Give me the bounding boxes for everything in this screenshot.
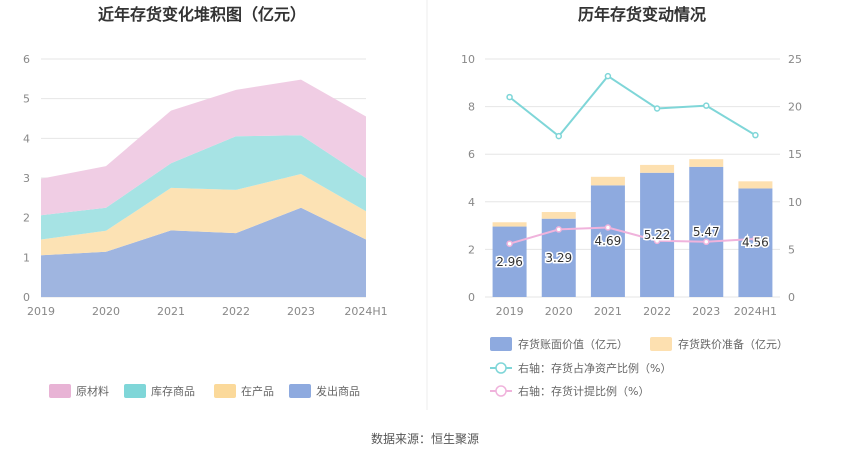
right-chart-legend: 存货账面价值（亿元） 存货跌价准备（亿元） 右轴：存货占净资产比例（%） 右轴：存货计… [490, 337, 788, 398]
right-left-y-tick: 0 [468, 291, 475, 304]
left-legend-swatch [49, 384, 71, 398]
legend-label-line: 右轴：存货占净资产比例（%） [518, 361, 671, 375]
right-x-tick: 2024H1 [734, 305, 777, 318]
right-chart-right-axis: 0 5 10 15 20 25 [788, 53, 802, 304]
bar-inventory-value [640, 172, 675, 297]
right-x-tick: 2021 [594, 305, 622, 318]
left-y-tick: 5 [23, 93, 30, 106]
bar-inventory-value [689, 166, 724, 297]
bar-impairment-provision [689, 159, 724, 167]
right-left-y-tick: 4 [468, 196, 475, 209]
right-chart-bar-labels: 2.96 3.29 4.69 5.22 5.47 4.56 [495, 223, 771, 270]
right-left-y-tick: 6 [468, 148, 475, 161]
left-legend-label: 库存商品 [151, 384, 195, 398]
bar-inventory-value [590, 185, 625, 297]
legend-label-line: 右轴：存货计提比例（%） [518, 384, 649, 398]
bar-data-label: 5.22 [644, 228, 671, 242]
right-right-y-tick: 25 [788, 53, 802, 66]
right-right-y-tick: 0 [788, 291, 795, 304]
right-right-y-tick: 10 [788, 196, 802, 209]
line-point [506, 240, 513, 247]
legend-swatch-provision [650, 337, 672, 351]
left-legend-label: 在产品 [241, 384, 274, 398]
legend-label-inventory: 存货账面价值（亿元） [518, 337, 628, 351]
left-x-tick: 2020 [92, 305, 120, 318]
left-legend-swatch [214, 384, 236, 398]
area-在产品 [41, 174, 366, 256]
left-x-tick: 2019 [27, 305, 55, 318]
bar-inventory-value [492, 226, 527, 297]
left-chart-legend: 原材料 库存商品 在产品 发出商品 [49, 384, 360, 398]
data-source: 数据来源：恒生聚源 [371, 431, 479, 446]
area-原材料 [41, 79, 366, 216]
left-chart-x-axis: 2019 2020 2021 2022 2023 2024H1 [27, 305, 388, 318]
legend-swatch-inventory [490, 337, 512, 351]
right-x-tick: 2019 [496, 305, 524, 318]
line-point [604, 224, 612, 231]
left-x-tick: 2021 [157, 305, 185, 318]
bar-impairment-provision [640, 164, 675, 173]
left-y-tick: 6 [23, 53, 30, 66]
legend-line-marker [495, 385, 507, 397]
right-left-y-tick: 8 [468, 101, 475, 114]
left-y-tick: 1 [23, 251, 30, 264]
bar-data-label: 5.47 [693, 225, 720, 239]
right-x-tick: 2023 [692, 305, 720, 318]
line-net-asset-ratio [508, 74, 756, 138]
left-y-tick: 0 [23, 291, 30, 304]
left-y-tick: 4 [23, 132, 30, 145]
left-legend-label: 原材料 [76, 384, 109, 398]
left-chart-y-axis: 0 1 2 3 4 5 6 [23, 53, 30, 304]
bar-inventory-value [738, 188, 773, 297]
right-chart-left-axis: 0 2 4 6 8 10 [461, 53, 475, 304]
right-chart-gridlines [485, 58, 780, 298]
right-chart-lines [506, 72, 759, 247]
bar-impairment-provision [541, 212, 576, 219]
line-point [653, 105, 661, 112]
left-x-tick: 2022 [222, 305, 250, 318]
left-legend-swatch [124, 384, 146, 398]
left-y-tick: 2 [23, 212, 30, 225]
bar-data-label: 4.69 [595, 234, 622, 248]
right-x-tick: 2022 [643, 305, 671, 318]
right-right-y-tick: 20 [788, 101, 802, 114]
right-chart-x-axis: 2019 2020 2021 2022 2023 2024H1 [496, 305, 777, 318]
line-point [555, 132, 562, 140]
line-point [703, 102, 710, 109]
legend-line-marker [495, 362, 507, 374]
line-point [752, 235, 759, 243]
left-legend-label: 发出商品 [316, 384, 360, 398]
line-point [653, 237, 661, 245]
left-chart-areas [41, 79, 366, 297]
right-right-y-tick: 15 [788, 148, 802, 161]
area-发出商品 [41, 207, 366, 297]
left-x-tick: 2024H1 [344, 305, 387, 318]
right-left-y-tick: 2 [468, 243, 475, 256]
bar-data-label: 3.29 [545, 251, 572, 265]
bar-impairment-provision [738, 181, 773, 189]
line-point [555, 226, 562, 233]
left-chart-title: 近年存货变化堆积图（亿元） [98, 5, 306, 24]
right-right-y-tick: 5 [788, 243, 795, 256]
line-point [604, 72, 612, 80]
left-y-tick: 3 [23, 172, 30, 185]
bar-impairment-provision [492, 222, 527, 227]
right-left-y-tick: 10 [461, 53, 475, 66]
line-point [506, 93, 513, 101]
bar-data-label: 2.96 [496, 255, 523, 269]
bar-data-label: 4.56 [742, 236, 769, 250]
left-x-tick: 2023 [287, 305, 315, 318]
line-point [752, 131, 759, 139]
right-chart-title: 历年存货变动情况 [578, 5, 706, 24]
legend-label-provision: 存货跌价准备（亿元） [678, 337, 788, 351]
line-provision-ratio [509, 226, 756, 245]
bar-impairment-provision [590, 176, 625, 186]
right-x-tick: 2020 [545, 305, 573, 318]
line-point [703, 238, 710, 246]
left-legend-swatch [289, 384, 311, 398]
area-库存商品 [41, 135, 366, 240]
right-chart-bars [492, 159, 773, 297]
